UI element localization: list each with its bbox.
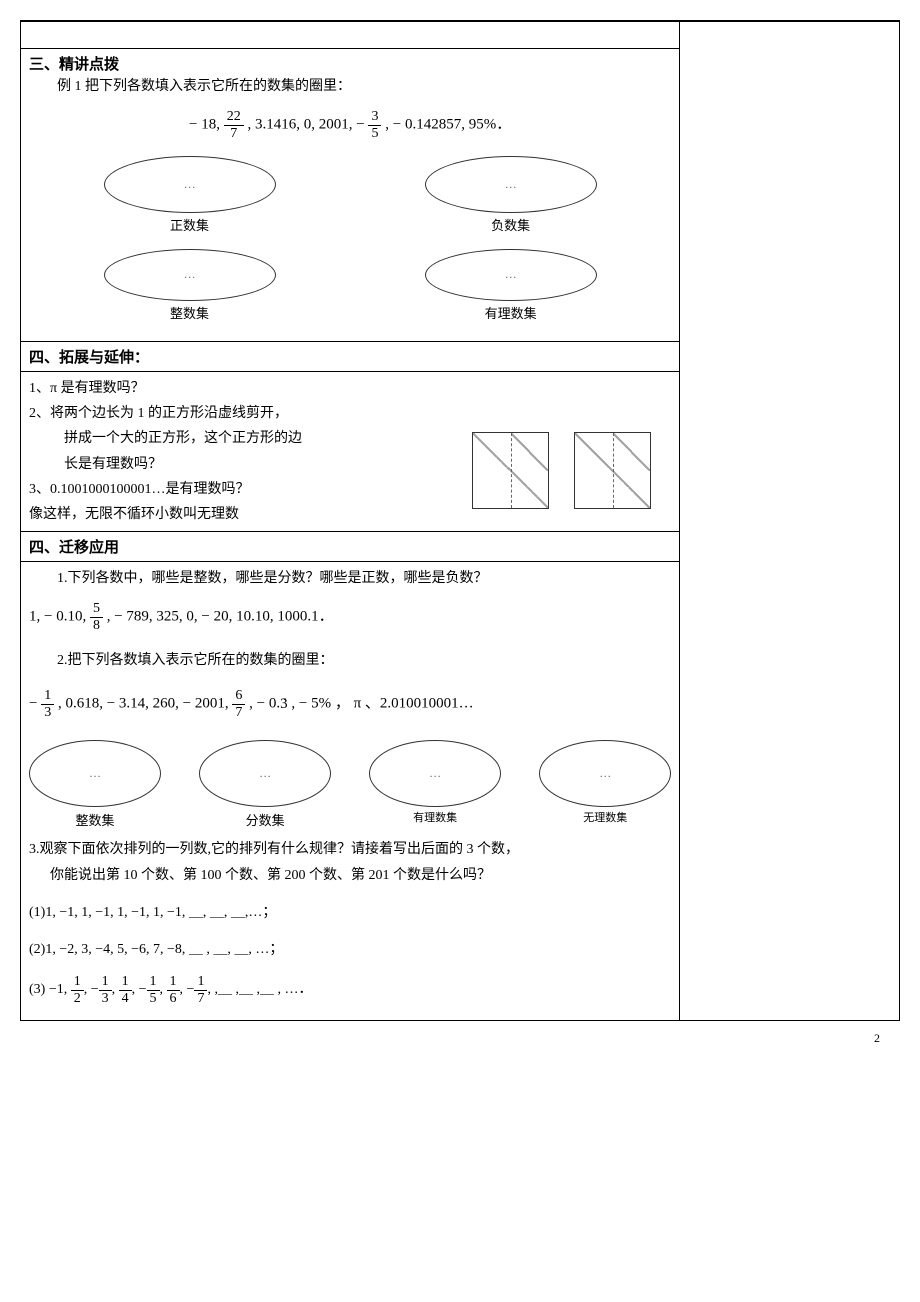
q2-text: 2.把下列各数填入表示它所在的数集的圈里： — [29, 648, 671, 673]
section5-header: 四、迁移应用 — [21, 532, 680, 562]
q2-prefix: − — [29, 696, 37, 712]
nums-prefix: − 18, — [189, 117, 224, 133]
irrational-label: 无理数集 — [539, 809, 671, 829]
q2-mid1: , 0.618, − 3.14, 260, − 2001, — [58, 696, 232, 712]
fraction-6-7: 67 — [232, 688, 245, 720]
section5-title: 四、迁移应用 — [29, 536, 671, 557]
dots: … — [259, 763, 271, 785]
seq3-fractions: 12, −13, 14, −15, 16, −17, — [71, 982, 215, 997]
ellipse-shape: … — [369, 740, 501, 807]
section3: 三、精讲点拨 例 1 把下列各数填入表示它所在的数集的圈里： − 18, 227… — [21, 49, 680, 342]
nums-mid: , 3.1416, 0, 2001, − — [248, 117, 365, 133]
section5-body: 1.下列各数中，哪些是整数，哪些是分数？哪些是正数，哪些是负数？ 1, − 0.… — [21, 562, 680, 1021]
fraction-label: 分数集 — [199, 809, 331, 832]
q3-line1: 3.观察下面依次排列的一列数,它的排列有什么规律？请接着写出后面的 3 个数， — [29, 837, 671, 862]
ellipse-shape: … — [29, 740, 161, 807]
dots: … — [184, 177, 196, 192]
integer-set-2: … 整数集 — [29, 740, 161, 832]
rational-label: 有理数集 — [425, 303, 597, 322]
section4-ext: 四、拓展与延伸： — [21, 341, 680, 371]
ellipse-shape: … — [425, 249, 597, 301]
squares-diagram — [472, 432, 651, 509]
dots: … — [505, 267, 517, 282]
q3-line2: 你能说出第 10 个数、第 100 个数、第 200 个数、第 201 个数是什… — [29, 863, 671, 888]
integer-label-2: 整数集 — [29, 809, 161, 832]
example1-intro: 例 1 把下列各数填入表示它所在的数集的圈里： — [29, 74, 671, 99]
seq3-term: 16, — [167, 982, 187, 997]
q2-mid2: , − 0. — [249, 696, 280, 712]
section4-title: 四、拓展与延伸： — [29, 346, 671, 367]
q2-line1: 2、将两个边长为 1 的正方形沿虚线剪开， — [29, 401, 671, 426]
section4-body: 1、π 是有理数吗？ 2、将两个边长为 1 的正方形沿虚线剪开， 拼成一个大的正… — [21, 371, 680, 531]
page-number: 2 — [20, 1031, 900, 1046]
dots: … — [89, 763, 101, 785]
unit-square-1 — [472, 432, 549, 509]
q2-suffix: , − 5% ， π 、2.010010001… — [291, 696, 473, 712]
q1-text: 1.下列各数中，哪些是整数，哪些是分数？哪些是正数，哪些是负数？ — [29, 566, 671, 591]
sequence-1: (1)1, −1, 1, −1, 1, −1, 1, −1, ＿, ＿, ＿,…… — [29, 900, 671, 925]
seq3-term: 14, — [119, 982, 139, 997]
ellipse-shape: … — [104, 249, 276, 301]
irrational-set: … 无理数集 — [539, 740, 671, 832]
positive-label: 正数集 — [104, 215, 276, 234]
seq3-prefix: (3) −1, — [29, 982, 71, 997]
seq3-suffix: ,＿ ,＿ ,＿ , …． — [214, 982, 312, 997]
ellipse-row-2: … 整数集 … 有理数集 — [29, 249, 671, 322]
seq3-term: −13, — [91, 982, 119, 997]
ellipse-shape: … — [199, 740, 331, 807]
fraction-5-8: 58 — [90, 601, 103, 633]
sequence-3: (3) −1, 12, −13, 14, −15, 16, −17, ,＿ ,＿… — [29, 974, 671, 1006]
negative-set: … 负数集 — [425, 156, 597, 234]
unit-square-2 — [574, 432, 651, 509]
ellipse-shape: … — [104, 156, 276, 213]
dots: … — [505, 177, 517, 192]
fraction-set: … 分数集 — [199, 740, 331, 832]
ellipse-shape: … — [539, 740, 671, 807]
page-container: 三、精讲点拨 例 1 把下列各数填入表示它所在的数集的圈里： − 18, 227… — [20, 20, 900, 1046]
integer-set: … 整数集 — [104, 249, 276, 322]
seq3-term: −15, — [139, 982, 167, 997]
q2-numbers: − 13 , 0.618, − 3.14, 260, − 2001, 67 , … — [29, 688, 671, 720]
seq3-term: −17, — [187, 982, 215, 997]
section3-title: 三、精讲点拨 — [29, 53, 671, 74]
fraction-1-3: 13 — [41, 688, 54, 720]
ellipse-shape: … — [425, 156, 597, 213]
q1-pi: 1、π 是有理数吗？ — [29, 376, 671, 401]
rational-set-2: … 有理数集 — [369, 740, 501, 832]
dots: … — [599, 763, 611, 785]
spacer-cell — [21, 22, 680, 49]
sequence-2: (2)1, −2, 3, −4, 5, −6, 7, −8, ＿ , ＿, ＿,… — [29, 937, 671, 962]
ellipse-row-1: … 正数集 … 负数集 — [29, 156, 671, 234]
fraction-3-5: 35 — [368, 109, 381, 141]
dots: … — [429, 763, 441, 785]
positive-set: … 正数集 — [104, 156, 276, 234]
dots: … — [184, 267, 196, 282]
fraction-22-7: 227 — [224, 109, 244, 141]
q1-suffix: , − 789, 325, 0, − 20, 10.10, 1000.1． — [107, 609, 334, 625]
negative-label: 负数集 — [425, 215, 597, 234]
seq3-term: 12, — [71, 982, 91, 997]
repeating-3: 3 — [280, 696, 288, 712]
layout-table: 三、精讲点拨 例 1 把下列各数填入表示它所在的数集的圈里： − 18, 227… — [20, 21, 900, 1021]
nums-suffix: , − 0.142857, 95%． — [385, 117, 511, 133]
q1-prefix: 1, − 0.10, — [29, 609, 90, 625]
q1-numbers: 1, − 0.10, 58 , − 789, 325, 0, − 20, 10.… — [29, 601, 671, 633]
example1-numbers: − 18, 227 , 3.1416, 0, 2001, − 35 , − 0.… — [29, 109, 671, 141]
ellipse-row-4: … 整数集 … 分数集 … 有理数集 … 无理数集 — [29, 740, 671, 832]
notes-column — [680, 22, 900, 1021]
rational-set: … 有理数集 — [425, 249, 597, 322]
integer-label: 整数集 — [104, 303, 276, 322]
rational-label-2: 有理数集 — [369, 809, 501, 829]
